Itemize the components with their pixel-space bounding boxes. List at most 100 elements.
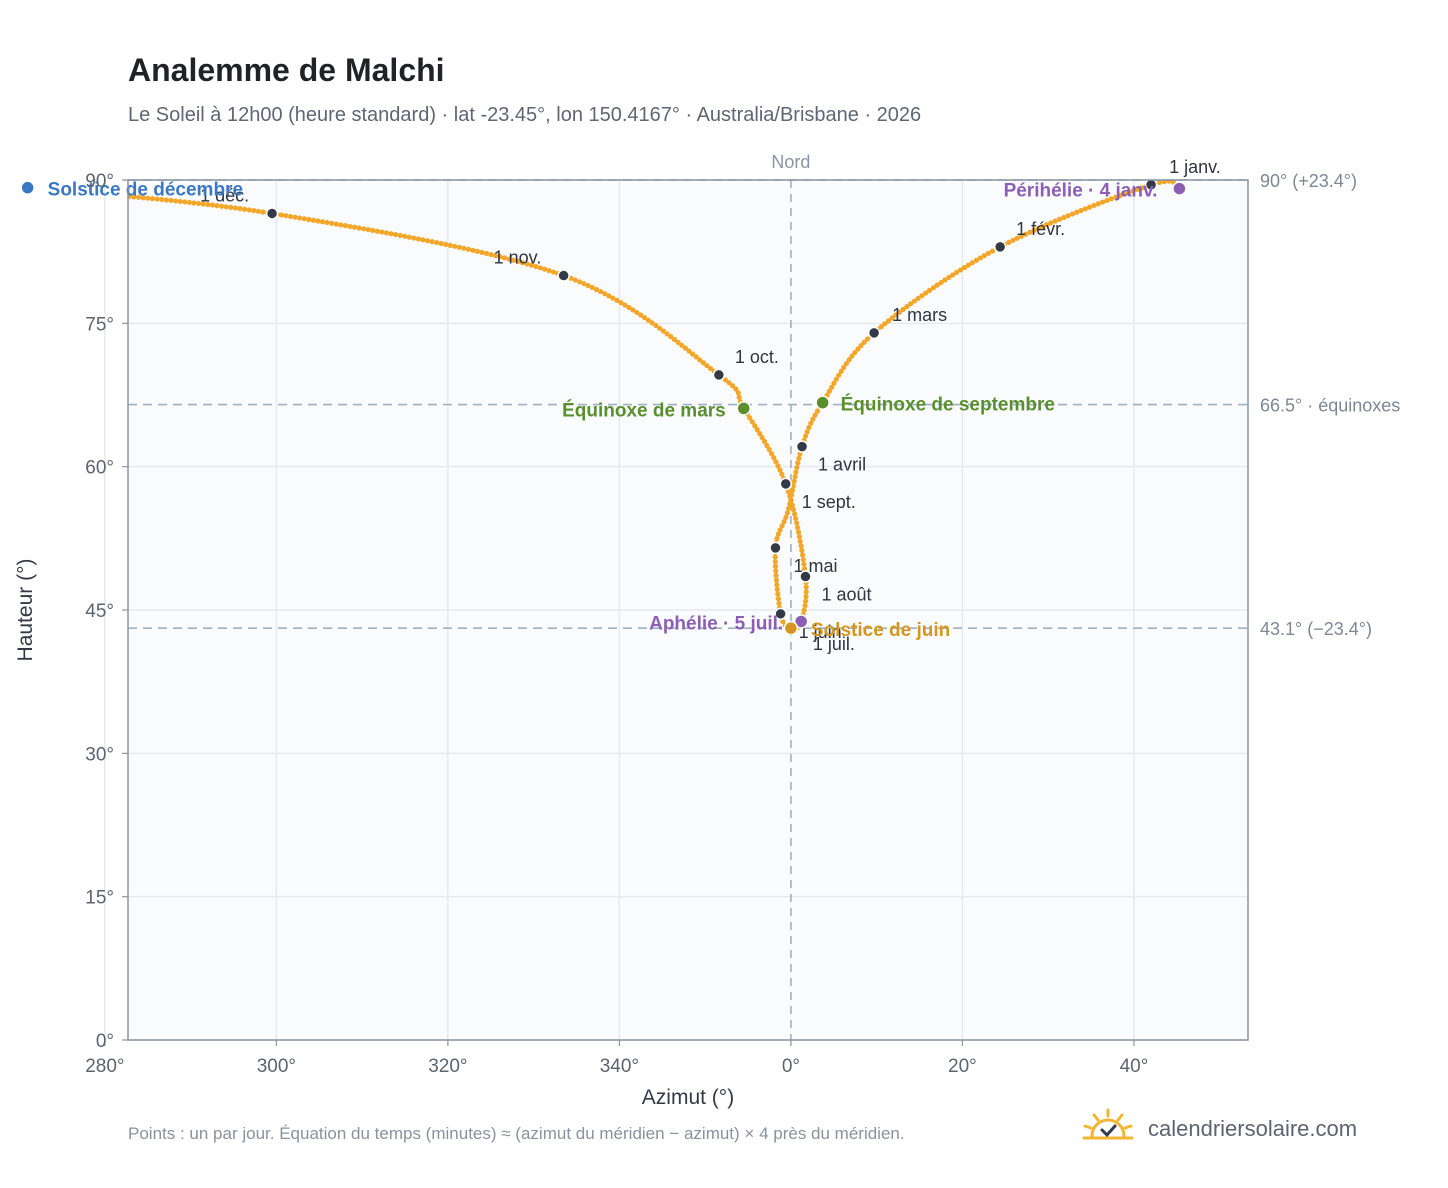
daily-point: [796, 455, 802, 462]
daily-point: [1117, 193, 1123, 199]
daily-point: [420, 237, 426, 243]
daily-point: [774, 582, 780, 588]
daily-point: [488, 251, 494, 258]
brand[interactable]: calendriersolaire.com: [1080, 1106, 1357, 1151]
daily-point: [581, 281, 587, 287]
daily-point: [338, 222, 344, 228]
daily-point: [700, 360, 706, 366]
daily-point: [768, 450, 775, 457]
daily-point: [306, 216, 312, 223]
daily-point: [812, 412, 818, 418]
daily-point: [1108, 196, 1114, 202]
event-label: Périhélie · 4 janv.: [1004, 181, 1158, 202]
daily-point: [766, 446, 772, 453]
daily-point: [393, 231, 399, 238]
daily-point: [775, 463, 781, 469]
daily-point: [1113, 194, 1119, 200]
daily-point: [163, 197, 169, 203]
daily-point: [773, 577, 780, 583]
daily-point: [697, 357, 703, 363]
daily-point: [232, 205, 239, 211]
daily-point: [799, 552, 806, 558]
daily-point: [324, 219, 330, 226]
daily-point: [301, 216, 307, 222]
daily-point: [794, 520, 800, 526]
daily-point: [829, 384, 835, 390]
daily-point: [989, 248, 996, 254]
daily-point: [424, 238, 431, 244]
daily-point: [795, 460, 801, 466]
daily-point: [786, 505, 792, 512]
daily-point: [754, 427, 760, 433]
daily-point: [841, 364, 847, 371]
daily-point: [205, 201, 211, 208]
daily-point: [214, 203, 220, 209]
daily-point: [749, 419, 755, 425]
event-label: Solstice de décembre: [48, 180, 243, 201]
daily-point: [957, 267, 964, 273]
daily-point: [779, 523, 785, 529]
daily-point: [1074, 209, 1080, 215]
daily-point: [542, 266, 548, 272]
daily-point: [704, 363, 710, 369]
daily-point: [826, 388, 832, 394]
daily-point: [660, 328, 666, 334]
daily-point: [896, 309, 903, 315]
daily-point: [653, 322, 659, 329]
daily-point: [689, 351, 696, 357]
daily-point: [159, 196, 165, 203]
daily-point: [1052, 218, 1058, 224]
daily-point: [128, 193, 132, 200]
daily-point: [483, 250, 490, 257]
daily-point: [209, 202, 216, 208]
month-point: [993, 240, 1007, 254]
daily-point: [800, 556, 806, 563]
daily-point: [950, 272, 956, 278]
chart-title: Analemme de Malchi: [128, 52, 445, 88]
daily-point: [177, 198, 183, 205]
daily-point: [915, 295, 921, 301]
month-label: 1 avril: [818, 455, 866, 475]
daily-point: [379, 229, 385, 235]
daily-point: [283, 213, 289, 219]
daily-point: [686, 348, 692, 354]
daily-point: [784, 510, 791, 516]
daily-point: [1035, 225, 1041, 232]
daily-point: [135, 194, 142, 200]
daily-point: [333, 221, 339, 227]
daily-point: [374, 228, 380, 234]
daily-point: [1069, 211, 1075, 217]
daily-point: [759, 434, 765, 441]
daily-point: [638, 312, 644, 318]
chart-subtitle: Le Soleil à 12h00 (heure standard) · lat…: [128, 104, 922, 126]
daily-point: [479, 249, 485, 255]
daily-point: [793, 469, 799, 475]
daily-point: [803, 593, 809, 600]
daily-point: [849, 353, 855, 359]
daily-point: [679, 342, 685, 348]
daily-point: [641, 314, 648, 321]
daily-point: [977, 255, 983, 261]
daily-point: [803, 584, 809, 590]
daily-point: [938, 279, 944, 286]
daily-point: [908, 301, 914, 307]
reference-label: 66.5° · équinoxes: [1260, 396, 1400, 416]
daily-point: [191, 200, 197, 206]
daily-point: [846, 357, 852, 363]
daily-point: [802, 603, 808, 609]
month-label: 1 oct.: [735, 347, 779, 367]
event-point: [20, 180, 35, 195]
daily-point: [801, 561, 807, 567]
daily-point: [1048, 220, 1054, 226]
daily-point: [735, 390, 741, 396]
daily-point: [777, 527, 783, 533]
daily-point: [537, 265, 543, 271]
daily-point: [630, 307, 636, 313]
daily-point: [1130, 188, 1136, 194]
daily-point: [602, 291, 608, 297]
daily-point: [775, 596, 781, 602]
daily-point: [342, 223, 348, 229]
daily-point: [934, 282, 940, 288]
daily-point: [904, 303, 910, 310]
